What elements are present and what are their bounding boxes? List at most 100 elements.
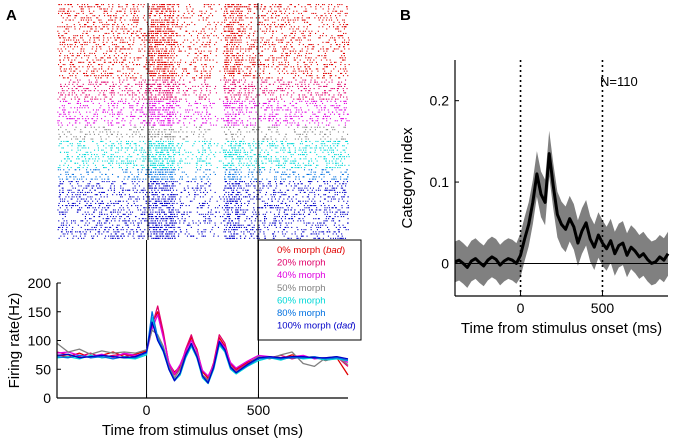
spike [185, 68, 187, 70]
spike [170, 94, 172, 96]
spike [251, 92, 253, 94]
spike [110, 37, 112, 39]
spike [151, 126, 153, 128]
spike [60, 66, 62, 68]
spike [88, 19, 90, 21]
spike [335, 15, 337, 17]
spike [152, 75, 154, 77]
spike [267, 48, 269, 50]
spike [256, 4, 258, 6]
spike [58, 10, 60, 12]
spike [193, 113, 195, 115]
spike [326, 59, 328, 61]
spike [70, 79, 72, 81]
spike [159, 39, 161, 41]
spike [182, 94, 184, 96]
spike [98, 94, 100, 96]
spike [108, 19, 110, 21]
spike [179, 83, 181, 85]
spike [278, 88, 280, 90]
spike [240, 88, 242, 90]
spike [151, 143, 153, 145]
spike [162, 100, 164, 102]
spike [318, 85, 320, 87]
spike [118, 138, 120, 140]
spike [171, 72, 173, 74]
spike [286, 85, 288, 87]
spike [306, 102, 308, 104]
spike [264, 102, 266, 104]
spike [172, 59, 174, 61]
spike [130, 111, 132, 113]
spike [230, 83, 232, 85]
spike [103, 98, 105, 100]
spike [333, 105, 335, 107]
spike [172, 102, 174, 104]
spike [121, 75, 123, 77]
spike [179, 28, 181, 30]
spike [309, 75, 311, 77]
spike [280, 79, 282, 81]
spike [180, 98, 182, 100]
spike [325, 85, 327, 87]
spike [115, 57, 117, 59]
spike [193, 77, 195, 79]
spike [86, 55, 88, 57]
spike [225, 61, 227, 63]
spike [287, 92, 289, 94]
spike [305, 124, 307, 126]
spike [209, 85, 211, 87]
spike [77, 79, 79, 81]
spike [312, 120, 314, 122]
spike [168, 90, 170, 92]
spike [226, 10, 228, 12]
spike [160, 68, 162, 70]
spike [309, 118, 311, 120]
spike [110, 15, 112, 17]
spike [167, 28, 169, 30]
spike [170, 17, 172, 19]
spike [264, 64, 266, 66]
spike [150, 111, 152, 113]
spike [232, 17, 234, 19]
spike [327, 136, 329, 138]
spike [309, 44, 311, 46]
spike [146, 21, 148, 23]
spike [89, 52, 91, 54]
spike [94, 98, 96, 100]
spike [270, 26, 272, 28]
spike [254, 61, 256, 63]
spike [150, 52, 152, 54]
spike [228, 6, 230, 8]
spike [68, 113, 70, 115]
spike [326, 140, 328, 142]
spike [235, 64, 237, 66]
spike [145, 35, 147, 37]
spike [272, 111, 274, 113]
spike [199, 94, 201, 96]
spike [165, 79, 167, 81]
spike [136, 24, 138, 26]
spike [57, 30, 59, 32]
spike [278, 64, 280, 66]
spike [263, 66, 265, 68]
spike [156, 6, 158, 8]
spike [173, 44, 175, 46]
spike [67, 124, 69, 126]
spike [209, 70, 211, 72]
spike [78, 41, 80, 43]
spike [238, 100, 240, 102]
spike [168, 77, 170, 79]
spike [233, 118, 235, 120]
spike [74, 81, 76, 83]
spike [293, 26, 295, 28]
spike [160, 24, 162, 26]
spike [154, 8, 156, 10]
spike [244, 92, 246, 94]
spike [261, 30, 263, 32]
spike [148, 72, 150, 74]
spike [133, 143, 135, 145]
spike [64, 113, 66, 115]
spike [337, 98, 339, 100]
spike [271, 37, 273, 39]
